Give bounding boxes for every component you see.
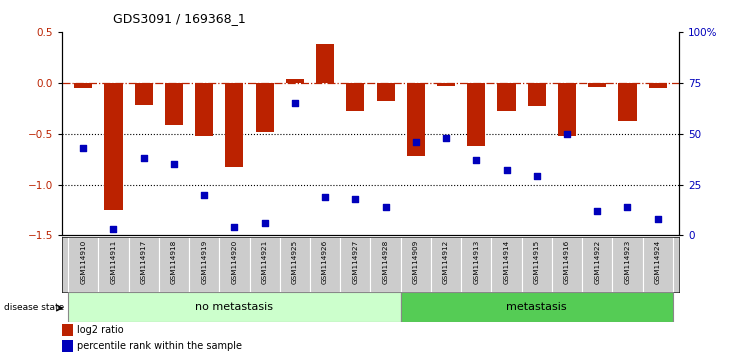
Bar: [340, 237, 371, 292]
Point: [561, 131, 573, 136]
Text: GSM114926: GSM114926: [322, 239, 328, 284]
Bar: [219, 237, 250, 292]
Bar: [62, 340, 73, 353]
Text: no metastasis: no metastasis: [196, 302, 274, 312]
Point: [531, 173, 542, 179]
Text: GSM114917: GSM114917: [141, 239, 147, 284]
Point: [138, 155, 150, 161]
Point: [440, 135, 452, 141]
Bar: [528, 83, 546, 106]
Bar: [612, 237, 642, 292]
Bar: [62, 324, 73, 336]
Bar: [401, 292, 673, 322]
Bar: [649, 83, 666, 88]
Bar: [286, 79, 304, 83]
Bar: [467, 83, 485, 146]
Text: GSM114928: GSM114928: [383, 239, 388, 284]
Bar: [226, 83, 244, 167]
Bar: [250, 237, 280, 292]
Bar: [128, 237, 159, 292]
Point: [259, 220, 271, 226]
Point: [228, 224, 240, 230]
Bar: [431, 237, 461, 292]
Point: [501, 167, 512, 173]
Bar: [165, 83, 183, 126]
Bar: [588, 83, 607, 87]
Point: [350, 196, 361, 202]
Point: [380, 204, 391, 210]
Text: GDS3091 / 169368_1: GDS3091 / 169368_1: [113, 12, 246, 25]
Text: GSM114920: GSM114920: [231, 239, 237, 284]
Bar: [68, 237, 99, 292]
Text: GSM114922: GSM114922: [594, 239, 600, 284]
Bar: [558, 83, 576, 136]
Bar: [159, 237, 189, 292]
Text: disease state: disease state: [4, 303, 64, 312]
Bar: [195, 83, 213, 136]
Point: [289, 100, 301, 106]
Text: GSM114923: GSM114923: [624, 239, 631, 284]
Point: [410, 139, 422, 144]
Text: GSM114919: GSM114919: [201, 239, 207, 284]
Text: percentile rank within the sample: percentile rank within the sample: [77, 341, 242, 352]
Text: GSM114916: GSM114916: [564, 239, 570, 284]
Text: GSM114915: GSM114915: [534, 239, 539, 284]
Bar: [255, 83, 274, 132]
Text: log2 ratio: log2 ratio: [77, 325, 124, 336]
Bar: [371, 237, 401, 292]
Bar: [407, 83, 425, 156]
Bar: [582, 237, 612, 292]
Text: GSM114913: GSM114913: [473, 239, 480, 284]
Bar: [280, 237, 310, 292]
Text: GSM114921: GSM114921: [261, 239, 268, 284]
Bar: [522, 237, 552, 292]
Bar: [552, 237, 582, 292]
Point: [199, 192, 210, 198]
Bar: [74, 83, 92, 88]
Point: [591, 208, 603, 214]
Bar: [104, 83, 123, 210]
Text: GSM114924: GSM114924: [655, 239, 661, 284]
Bar: [461, 237, 491, 292]
Point: [470, 157, 482, 163]
Bar: [642, 237, 673, 292]
Bar: [134, 83, 153, 105]
Bar: [497, 83, 515, 111]
Text: GSM114910: GSM114910: [80, 239, 86, 284]
Bar: [491, 237, 522, 292]
Bar: [437, 83, 455, 86]
Bar: [189, 237, 219, 292]
Text: GSM114918: GSM114918: [171, 239, 177, 284]
Text: GSM114914: GSM114914: [504, 239, 510, 284]
Point: [622, 204, 634, 210]
Text: metastasis: metastasis: [507, 302, 567, 312]
Point: [652, 216, 664, 222]
Point: [77, 145, 89, 151]
Bar: [377, 83, 395, 101]
Bar: [316, 44, 334, 83]
Bar: [310, 237, 340, 292]
Point: [107, 227, 119, 232]
Text: GSM114909: GSM114909: [413, 239, 419, 284]
Bar: [346, 83, 364, 111]
Text: GSM114912: GSM114912: [443, 239, 449, 284]
Text: GSM114927: GSM114927: [353, 239, 358, 284]
Text: GSM114925: GSM114925: [292, 239, 298, 284]
Bar: [99, 237, 128, 292]
Point: [168, 161, 180, 167]
Bar: [618, 83, 637, 121]
Point: [319, 194, 331, 200]
Bar: [68, 292, 401, 322]
Text: GSM114911: GSM114911: [110, 239, 117, 284]
Bar: [401, 237, 431, 292]
